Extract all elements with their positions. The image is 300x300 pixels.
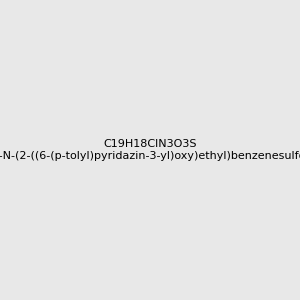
Text: C19H18ClN3O3S
2-chloro-N-(2-((6-(p-tolyl)pyridazin-3-yl)oxy)ethyl)benzenesulfona: C19H18ClN3O3S 2-chloro-N-(2-((6-(p-tolyl… bbox=[0, 139, 300, 161]
